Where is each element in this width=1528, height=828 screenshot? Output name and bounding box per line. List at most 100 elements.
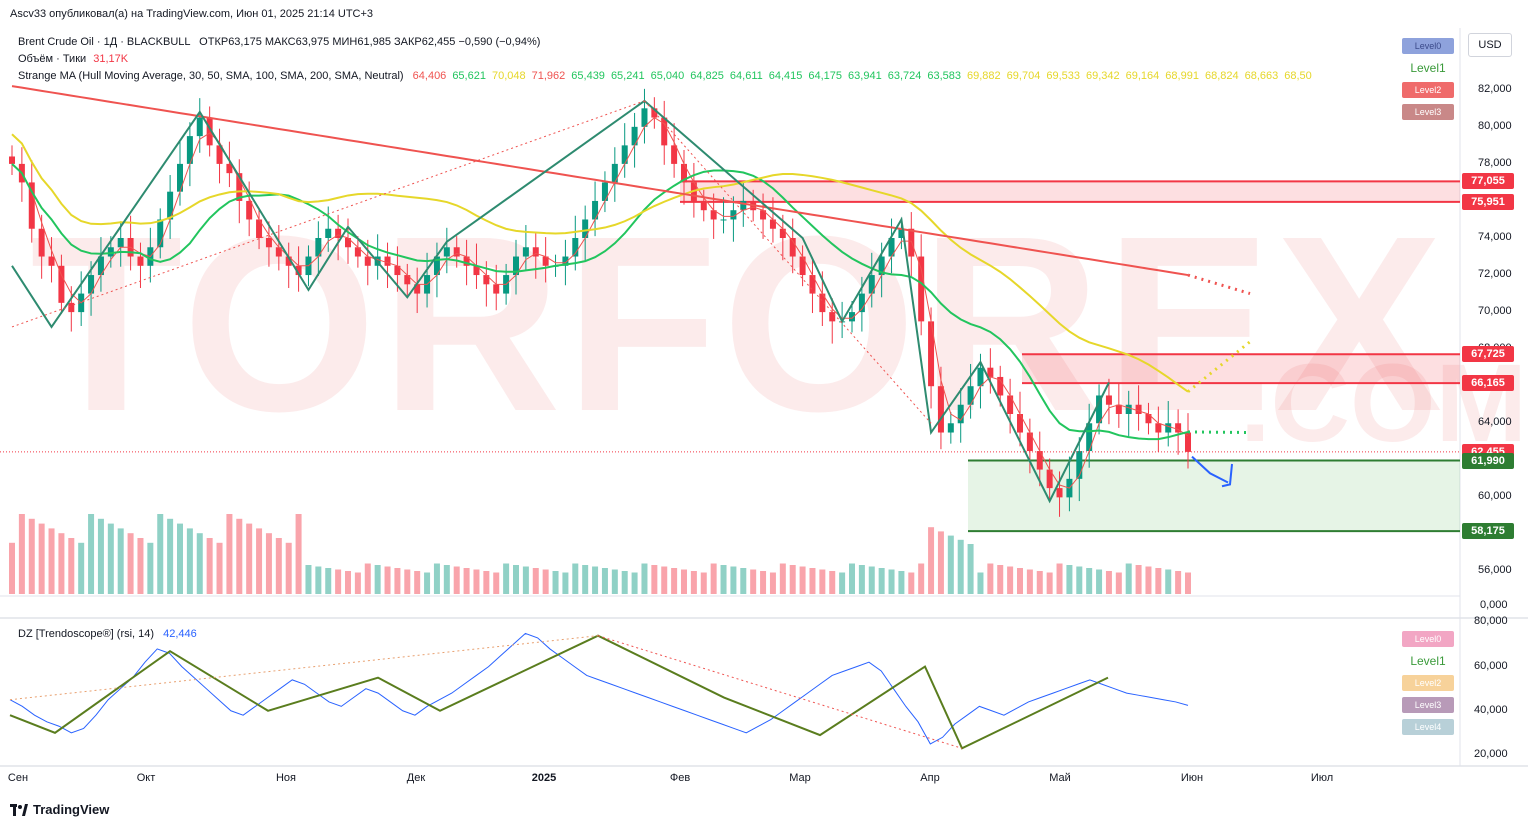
- time-axis-tick: Июл: [1310, 772, 1334, 784]
- candle-body: [1076, 451, 1083, 479]
- candle-body: [769, 219, 776, 229]
- volume-bar: [562, 572, 569, 594]
- volume-bar: [928, 527, 935, 594]
- author-line: Ascv33 опубликовал(а) на TradingView.com…: [10, 8, 374, 20]
- volume-bar: [1175, 571, 1182, 594]
- candle-body: [1155, 423, 1162, 433]
- volume-row[interactable]: Объём · Тики 31,17K: [18, 53, 128, 65]
- volume-bar: [858, 565, 865, 594]
- candle-body: [601, 182, 608, 201]
- candle-body: [295, 265, 302, 276]
- volume-bar: [750, 569, 757, 594]
- trend-line: [11, 100, 645, 328]
- candle-body: [918, 256, 925, 322]
- ohlc-row: Brent Crude Oil · 1Д · BLACKBULL ОТКР63,…: [18, 36, 540, 48]
- volume-bar: [48, 528, 55, 594]
- level-legend-item: Level3: [1402, 697, 1454, 713]
- candle-body: [592, 200, 599, 220]
- volume-bar: [196, 533, 203, 594]
- candle-body: [9, 156, 15, 164]
- time-axis-tick: 2025: [531, 772, 557, 784]
- candle-body: [700, 200, 707, 211]
- candle-body: [760, 210, 767, 220]
- footer-brand[interactable]: TradingView: [10, 802, 109, 817]
- volume-bar: [947, 535, 954, 594]
- volume-bar: [700, 572, 707, 594]
- ma-row[interactable]: Strange MA (Hull Moving Average, 30, 50,…: [18, 70, 1398, 82]
- time-axis-tick: Дек: [406, 772, 426, 784]
- rsi-line: [9, 632, 1189, 745]
- candle-body: [1185, 432, 1191, 452]
- hull-ma-line: [11, 116, 1189, 489]
- candle-body: [107, 247, 114, 257]
- volume-bar: [1076, 566, 1083, 594]
- ma-value: 63,724: [887, 70, 922, 82]
- candle-body: [1125, 404, 1132, 414]
- candle-body: [285, 256, 292, 266]
- volume-bar: [9, 542, 15, 594]
- price-axis-tick: 60,000: [1478, 490, 1512, 503]
- volume-bar: [592, 566, 599, 594]
- volume-bar: [127, 533, 134, 594]
- candle-body: [28, 182, 35, 229]
- footer-brand-label: TradingView: [33, 802, 110, 817]
- rsi-header[interactable]: DZ [Trendoscope®] (rsi, 14) 42,446: [18, 628, 197, 640]
- volume-bar: [186, 528, 193, 594]
- volume-bar: [1036, 571, 1043, 594]
- volume-bar: [601, 568, 608, 594]
- volume-bar: [58, 533, 65, 594]
- symbol-title[interactable]: Brent Crude Oil · 1Д · BLACKBULL: [18, 36, 191, 48]
- volume-bar: [236, 518, 243, 594]
- volume-bar: [1135, 565, 1142, 594]
- currency-button[interactable]: USD: [1468, 33, 1512, 57]
- rsi-axis-tick: 20,000: [1474, 747, 1508, 760]
- volume-bar: [898, 571, 905, 594]
- candle-body: [631, 126, 638, 146]
- time-axis-tick: Июн: [1180, 772, 1204, 784]
- candle-body: [928, 321, 935, 387]
- volume-bar: [819, 569, 826, 594]
- candle-body: [1135, 404, 1142, 414]
- ma-value: 63,583: [927, 70, 962, 82]
- volume-bar: [414, 571, 421, 594]
- candle-body: [1046, 469, 1053, 489]
- volume-bar: [760, 571, 767, 594]
- candle-body: [858, 293, 865, 313]
- resistance-zone: [680, 181, 1460, 202]
- volume-bar: [1155, 568, 1162, 594]
- candle-body: [97, 256, 104, 276]
- candle-body: [236, 173, 243, 201]
- volume-bar: [265, 533, 272, 594]
- candle-body: [868, 275, 875, 294]
- candle-body: [1115, 404, 1122, 414]
- candle-body: [740, 200, 747, 211]
- sma200-projection: [1187, 273, 1251, 296]
- ma-value: 65,439: [571, 70, 605, 82]
- volume-bar: [809, 568, 816, 594]
- volume-bar: [977, 572, 984, 594]
- volume-bar: [364, 563, 371, 594]
- volume-bar: [611, 569, 618, 594]
- level-legend-item: Level4: [1402, 719, 1454, 735]
- candle-body: [967, 386, 974, 405]
- volume-bar: [384, 566, 391, 594]
- volume-bar: [888, 569, 895, 594]
- candle-body: [404, 275, 411, 285]
- ma-value: 69,164: [1125, 70, 1160, 82]
- candle-body: [997, 376, 1004, 396]
- candle-body: [849, 312, 855, 322]
- candle-body: [819, 293, 826, 313]
- support-zone: [968, 460, 1460, 532]
- candle-body: [671, 145, 678, 164]
- candle-body: [542, 256, 549, 266]
- volume-bar: [661, 566, 668, 594]
- candle-body: [1096, 395, 1103, 424]
- candle-body: [246, 200, 253, 220]
- candle-body: [1017, 414, 1023, 433]
- ma-value: 64,406: [412, 70, 447, 82]
- candle-body: [1036, 451, 1043, 470]
- volume-bar: [918, 563, 925, 594]
- volume-bar: [443, 565, 450, 594]
- candle-body: [661, 117, 668, 146]
